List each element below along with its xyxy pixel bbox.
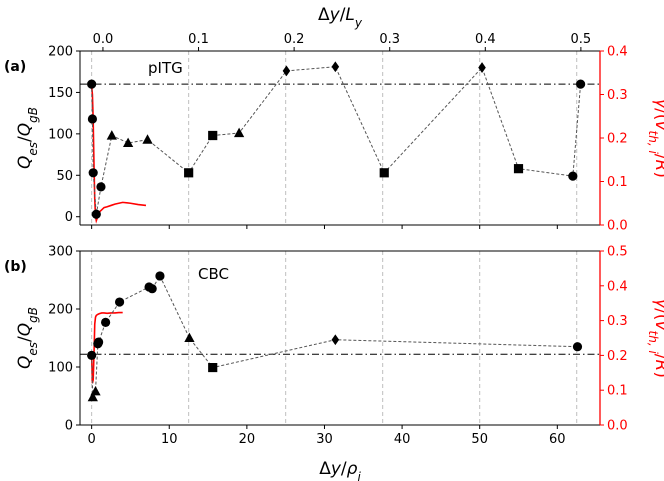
right-tick-label-4: 0.4 <box>607 279 628 294</box>
right-axis-label: γ/(vth, i/R) <box>646 298 664 378</box>
data-point-3 <box>91 209 101 219</box>
data-point-16 <box>568 171 578 181</box>
bottom-tick-label-4: 40 <box>394 432 411 447</box>
left-tick-label-0: 0 <box>65 419 73 434</box>
bottom-tick-label-1: 10 <box>161 432 178 447</box>
data-point-14 <box>478 62 486 73</box>
top-tick-label-0: 0.0 <box>93 32 114 47</box>
data-point-1 <box>87 391 98 402</box>
right-tick-label-2: 0.2 <box>607 132 628 147</box>
data-point-0 <box>87 350 97 360</box>
right-axis-label: γ/(vth, i/R) <box>646 98 664 178</box>
bottom-tick-label-0: 0 <box>88 432 96 447</box>
q-es-dashed-line <box>91 274 578 398</box>
growth-rate-line <box>90 311 123 384</box>
panel-b: 0 100 200 300 0.0 0.1 0.2 0.3 0.4 0.5 0 10 20 30 40 50 6… <box>4 245 664 481</box>
data-point-11 <box>282 65 291 77</box>
data-point-4 <box>96 182 106 192</box>
panel-annotation: CBC <box>198 265 229 283</box>
left-tick-label-4: 200 <box>48 45 73 60</box>
bottom-axis-label: Δy/ρi <box>319 459 361 481</box>
right-tick-label-3: 0.3 <box>607 88 628 103</box>
left-tick-label-3: 300 <box>48 245 73 260</box>
data-point-10 <box>184 332 195 343</box>
q-es-dashed-line <box>91 66 582 215</box>
right-tick-label-1: 0.1 <box>607 384 628 399</box>
bottom-tick-label-6: 60 <box>549 432 566 447</box>
panel-label: (b) <box>4 259 27 275</box>
left-tick-label-1: 100 <box>48 361 73 376</box>
data-point-15 <box>513 164 524 174</box>
panel-label: (a) <box>4 59 26 75</box>
right-tick-label-1: 0.1 <box>607 175 628 190</box>
left-tick-label-0: 0 <box>65 210 73 225</box>
top-tick-label-3: 0.3 <box>379 32 400 47</box>
left-axis-label: Qes/QgB <box>15 307 40 369</box>
left-tick-label-3: 150 <box>48 86 73 101</box>
data-point-5 <box>106 130 117 140</box>
top-tick-label-1: 0.1 <box>188 32 209 47</box>
bottom-tick-label-2: 20 <box>239 432 256 447</box>
data-point-2 <box>90 385 101 396</box>
bottom-tick-label-5: 50 <box>471 432 488 447</box>
right-tick-label-0: 0.0 <box>607 219 628 234</box>
data-point-4 <box>94 337 104 347</box>
data-point-0 <box>87 79 97 89</box>
top-tick-label-2: 0.2 <box>284 32 305 47</box>
data-point-6 <box>122 137 134 148</box>
data-point-12 <box>331 334 340 346</box>
top-tick-label-4: 0.4 <box>475 32 496 47</box>
panel-a: 0 50 100 150 200 0.0 0.1 0.2 0.3 0.4 0.0 0.1 0.2 0.3 0… <box>4 5 664 234</box>
data-point-8 <box>147 284 157 294</box>
top-axis-label: Δy/Ly <box>318 5 363 30</box>
data-point-17 <box>575 79 586 89</box>
right-tick-label-3: 0.3 <box>607 314 628 329</box>
data-point-2 <box>88 168 98 178</box>
right-tick-label-0: 0.0 <box>607 419 628 434</box>
data-point-7 <box>142 134 153 144</box>
right-tick-label-4: 0.4 <box>607 45 628 60</box>
data-point-13 <box>572 342 583 352</box>
data-point-9 <box>208 130 218 141</box>
data-point-9 <box>155 271 165 281</box>
left-tick-label-2: 100 <box>48 127 73 142</box>
data-point-11 <box>208 362 218 373</box>
growth-rate-line <box>90 85 147 224</box>
data-point-13 <box>379 168 389 178</box>
left-tick-label-2: 200 <box>48 303 73 318</box>
right-tick-label-5: 0.5 <box>607 245 628 260</box>
data-point-10 <box>233 127 245 138</box>
data-point-8 <box>184 168 194 178</box>
panel-annotation: pITG <box>148 59 183 77</box>
right-tick-label-2: 0.2 <box>607 349 628 364</box>
top-tick-label-5: 0.5 <box>571 32 592 47</box>
data-point-5 <box>101 317 111 327</box>
data-point-1 <box>87 114 98 124</box>
bottom-tick-label-3: 30 <box>316 432 333 447</box>
data-point-6 <box>114 297 125 307</box>
data-point-12 <box>331 61 340 73</box>
left-tick-label-1: 50 <box>56 169 73 184</box>
left-axis-label: Qes/QgB <box>15 107 40 169</box>
